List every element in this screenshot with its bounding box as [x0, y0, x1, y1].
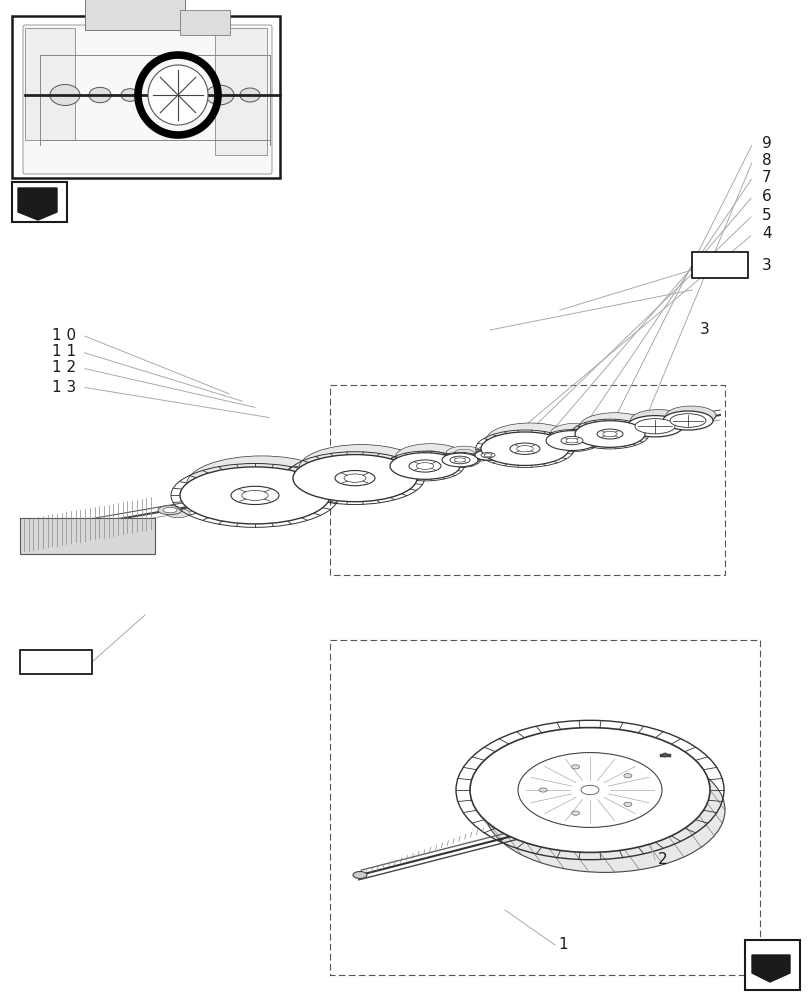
Ellipse shape — [180, 467, 329, 524]
Ellipse shape — [414, 451, 446, 463]
Ellipse shape — [571, 765, 579, 769]
Ellipse shape — [454, 458, 465, 462]
Ellipse shape — [662, 753, 667, 757]
Text: 9: 9 — [761, 136, 770, 151]
Ellipse shape — [238, 475, 285, 494]
Ellipse shape — [539, 788, 547, 792]
Ellipse shape — [515, 434, 545, 445]
Ellipse shape — [389, 453, 460, 479]
Text: P A G: P A G — [697, 256, 741, 274]
Ellipse shape — [509, 443, 539, 454]
Ellipse shape — [626, 416, 682, 437]
Ellipse shape — [634, 419, 674, 434]
Ellipse shape — [480, 432, 569, 465]
Bar — [12, 16, 280, 178]
Ellipse shape — [341, 461, 380, 476]
Ellipse shape — [121, 89, 139, 101]
Ellipse shape — [89, 87, 111, 103]
Text: 4: 4 — [761, 227, 770, 241]
Ellipse shape — [560, 436, 582, 445]
Text: 1 4: 1 4 — [682, 797, 706, 812]
Ellipse shape — [240, 88, 260, 102]
Ellipse shape — [449, 456, 470, 464]
Polygon shape — [751, 955, 789, 982]
Circle shape — [148, 65, 208, 125]
Ellipse shape — [165, 509, 190, 518]
Text: 5: 5 — [761, 208, 770, 223]
Ellipse shape — [163, 507, 177, 513]
Ellipse shape — [293, 455, 417, 502]
FancyBboxPatch shape — [23, 25, 272, 174]
Ellipse shape — [298, 445, 423, 492]
Ellipse shape — [579, 413, 649, 439]
Ellipse shape — [158, 506, 182, 515]
Ellipse shape — [206, 85, 234, 105]
Ellipse shape — [409, 460, 440, 472]
Text: 1: 1 — [557, 937, 567, 952]
Ellipse shape — [50, 85, 80, 106]
Bar — [85, 0, 185, 30]
Text: 2: 2 — [657, 852, 667, 867]
Text: 1 0: 1 0 — [52, 328, 76, 342]
Ellipse shape — [416, 463, 433, 469]
Ellipse shape — [601, 421, 627, 431]
Ellipse shape — [564, 429, 587, 437]
Ellipse shape — [623, 774, 631, 778]
Ellipse shape — [474, 450, 500, 460]
Ellipse shape — [663, 411, 712, 430]
Ellipse shape — [478, 445, 504, 455]
Ellipse shape — [453, 449, 474, 457]
Bar — [12, 182, 67, 222]
Ellipse shape — [353, 871, 367, 878]
Bar — [25, 28, 75, 140]
Text: 1 1: 1 1 — [52, 344, 76, 360]
Ellipse shape — [480, 452, 495, 458]
Ellipse shape — [565, 438, 577, 443]
Ellipse shape — [441, 453, 478, 467]
Ellipse shape — [623, 802, 631, 806]
Ellipse shape — [557, 796, 621, 824]
Text: 6: 6 — [761, 189, 770, 204]
Ellipse shape — [516, 446, 533, 452]
Bar — [744, 940, 799, 990]
Polygon shape — [18, 188, 57, 220]
Ellipse shape — [242, 490, 268, 500]
Ellipse shape — [484, 748, 724, 872]
Ellipse shape — [483, 454, 491, 457]
Text: 7: 7 — [761, 170, 770, 185]
Text: 1 . 2 8 . 7: 1 . 2 8 . 7 — [26, 656, 86, 668]
Ellipse shape — [602, 431, 616, 437]
Ellipse shape — [545, 431, 597, 450]
Ellipse shape — [344, 474, 366, 482]
Ellipse shape — [446, 446, 482, 460]
Ellipse shape — [187, 456, 337, 513]
Ellipse shape — [517, 753, 661, 827]
Text: 1 3: 1 3 — [52, 379, 76, 394]
Ellipse shape — [335, 471, 375, 486]
Text: 8: 8 — [761, 153, 770, 168]
Ellipse shape — [596, 429, 622, 439]
Ellipse shape — [669, 414, 705, 427]
Text: 3: 3 — [699, 322, 709, 338]
Ellipse shape — [571, 811, 579, 815]
Ellipse shape — [486, 423, 573, 456]
Ellipse shape — [581, 785, 599, 795]
Ellipse shape — [395, 444, 465, 470]
Ellipse shape — [483, 447, 497, 453]
Ellipse shape — [230, 486, 279, 505]
Ellipse shape — [665, 406, 715, 425]
Text: 1 2: 1 2 — [52, 360, 76, 375]
Bar — [180, 10, 230, 35]
Bar — [215, 28, 267, 155]
Ellipse shape — [470, 728, 709, 852]
FancyBboxPatch shape — [691, 252, 747, 278]
Ellipse shape — [630, 410, 686, 431]
Ellipse shape — [532, 773, 676, 847]
Bar — [20, 518, 155, 554]
Ellipse shape — [574, 421, 644, 447]
FancyBboxPatch shape — [20, 650, 92, 674]
Ellipse shape — [550, 423, 602, 443]
Text: 3: 3 — [761, 257, 770, 272]
